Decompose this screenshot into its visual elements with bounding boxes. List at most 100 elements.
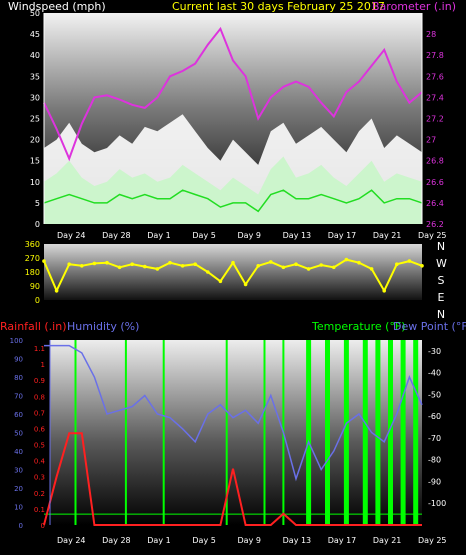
wind-tick-label: 25 <box>30 115 40 124</box>
wind-direction-point <box>92 261 97 266</box>
dir-tick-label: 0 <box>35 296 40 305</box>
rain-tick-label: 1.1 <box>34 345 45 353</box>
compass-labels: N W S E N <box>436 238 447 323</box>
baro-tick-label: 27.4 <box>426 93 444 102</box>
direction-plot-area <box>44 244 422 300</box>
baro-tick-label: 26.6 <box>426 178 444 187</box>
x-tick-label: Day 5 <box>192 231 215 240</box>
wind-direction-point <box>67 262 71 267</box>
wind-direction-point <box>294 262 298 267</box>
x-tick-label: Day 17 <box>328 231 357 240</box>
wind-direction-point <box>332 265 336 270</box>
compass-e: E <box>437 291 445 304</box>
rain-tick-label: 0.5 <box>34 442 45 450</box>
x-tick-label: Day 9 <box>238 536 261 545</box>
wind-tick-label: 0 <box>35 220 40 229</box>
baro-tick-label: 26.2 <box>426 220 444 229</box>
wind-direction-point <box>168 260 172 265</box>
wind-area <box>44 156 422 224</box>
wind-direction-point <box>231 260 235 265</box>
wind-direction-point <box>180 264 185 268</box>
dir-tick-label: 360 <box>25 240 40 249</box>
temperature-tick-label: -90 <box>428 477 441 486</box>
rain-tick-label: 0.9 <box>34 377 45 385</box>
wind-tick-label: 35 <box>30 72 40 81</box>
wind-direction-point <box>130 262 134 267</box>
dir-tick-label: 270 <box>25 254 40 263</box>
rain-tick-label: 1 <box>41 361 45 369</box>
rain-tick-label: 0 <box>41 522 45 530</box>
baro-tick-label: 28 <box>426 30 436 39</box>
temperature-tick-label: -40 <box>428 369 441 378</box>
x-tick-label: Day 28 <box>102 536 131 545</box>
x-tick-label: Day 21 <box>373 536 402 545</box>
compass-n-bottom: N <box>436 308 446 321</box>
barometer-line <box>43 26 423 162</box>
wind-direction-point <box>344 257 349 262</box>
chart-title: Current last 30 days February 25 2017 <box>172 0 385 13</box>
wind-direction-point <box>269 260 273 264</box>
baro-tick-label: 26.4 <box>426 199 444 208</box>
dewpoint-axis-label: Dew Point (°F) <box>393 320 466 333</box>
baro-tick-label: 26.8 <box>426 157 444 166</box>
wind-direction-point <box>420 264 424 268</box>
temperature-tick-label: -30 <box>428 347 441 356</box>
humidity-plot-area <box>50 340 422 525</box>
wind-direction-point <box>105 260 109 265</box>
dir-tick-label: 180 <box>25 268 40 277</box>
humidity-line <box>44 344 423 482</box>
avg-wind-line <box>43 189 423 213</box>
wind-direction-point <box>243 282 248 287</box>
wind-direction-point <box>369 267 374 271</box>
baro-tick-label: 27.8 <box>426 51 444 60</box>
wind-tick-label: 40 <box>30 51 40 60</box>
wind-direction-point <box>319 263 324 267</box>
temperature-tick-label: -70 <box>428 434 441 443</box>
wind-tick-label: 20 <box>30 136 40 145</box>
wind-direction-point <box>42 259 46 263</box>
wind-tick-label: 15 <box>30 157 40 166</box>
compass-n-top: N <box>436 240 446 253</box>
humidity-tick-label: 0 <box>19 522 23 530</box>
baro-tick-label: 27.6 <box>426 72 444 81</box>
x-tick-label: Day 17 <box>328 536 357 545</box>
humidity-tick-label: 60 <box>14 411 23 419</box>
rain-axis-label: Rainfall (.in) <box>0 320 67 333</box>
rain-tick-label: 0.6 <box>34 425 46 433</box>
x-tick-label: Day 28 <box>102 231 131 240</box>
wind-direction-point <box>80 264 84 268</box>
x-tick-label: Day 25 <box>418 536 447 545</box>
wind-tick-label: 10 <box>30 178 40 187</box>
x-tick-label: Day 24 <box>57 536 86 545</box>
temperature-tick-label: -60 <box>428 412 441 421</box>
wind-direction-point <box>281 265 286 270</box>
wind-axis-label: Windspeed (mph) <box>8 0 106 13</box>
wind-tick-label: 50 <box>30 9 40 18</box>
humidity-tick-label: 80 <box>14 374 23 382</box>
rainfall-line <box>43 432 422 526</box>
rain-tick-label: 0.3 <box>34 474 45 482</box>
wind-direction-point <box>54 288 59 293</box>
humidity-tick-label: 10 <box>14 504 23 512</box>
wind-direction-point <box>382 288 387 293</box>
wind-tick-label: 5 <box>35 199 40 208</box>
dir-tick-label: 90 <box>30 282 40 291</box>
humidity-tick-label: 50 <box>14 430 23 438</box>
temperature-tick-label: -100 <box>428 499 446 508</box>
rain-tick-label: 0.2 <box>34 490 45 498</box>
humidity-tick-label: 20 <box>14 485 23 493</box>
compass-w: W <box>436 257 447 270</box>
x-tick-label: Day 24 <box>57 231 86 240</box>
x-tick-label: Day 13 <box>283 231 312 240</box>
humidity-axis-label: Humidity (%) <box>67 320 140 333</box>
wind-direction-point <box>143 264 147 269</box>
x-tick-label: Day 1 <box>147 536 170 545</box>
temperature-tick-label: -50 <box>428 390 441 399</box>
humidity-tick-label: 70 <box>14 393 23 401</box>
rain-tick-label: 0.7 <box>34 409 45 417</box>
wind-direction-point <box>306 267 311 271</box>
baro-axis-label: Barometer (.in) <box>372 0 456 13</box>
wind-direction-point <box>117 265 122 270</box>
wind-direction-point <box>395 262 399 267</box>
temperature-tick-label: -80 <box>428 456 441 465</box>
